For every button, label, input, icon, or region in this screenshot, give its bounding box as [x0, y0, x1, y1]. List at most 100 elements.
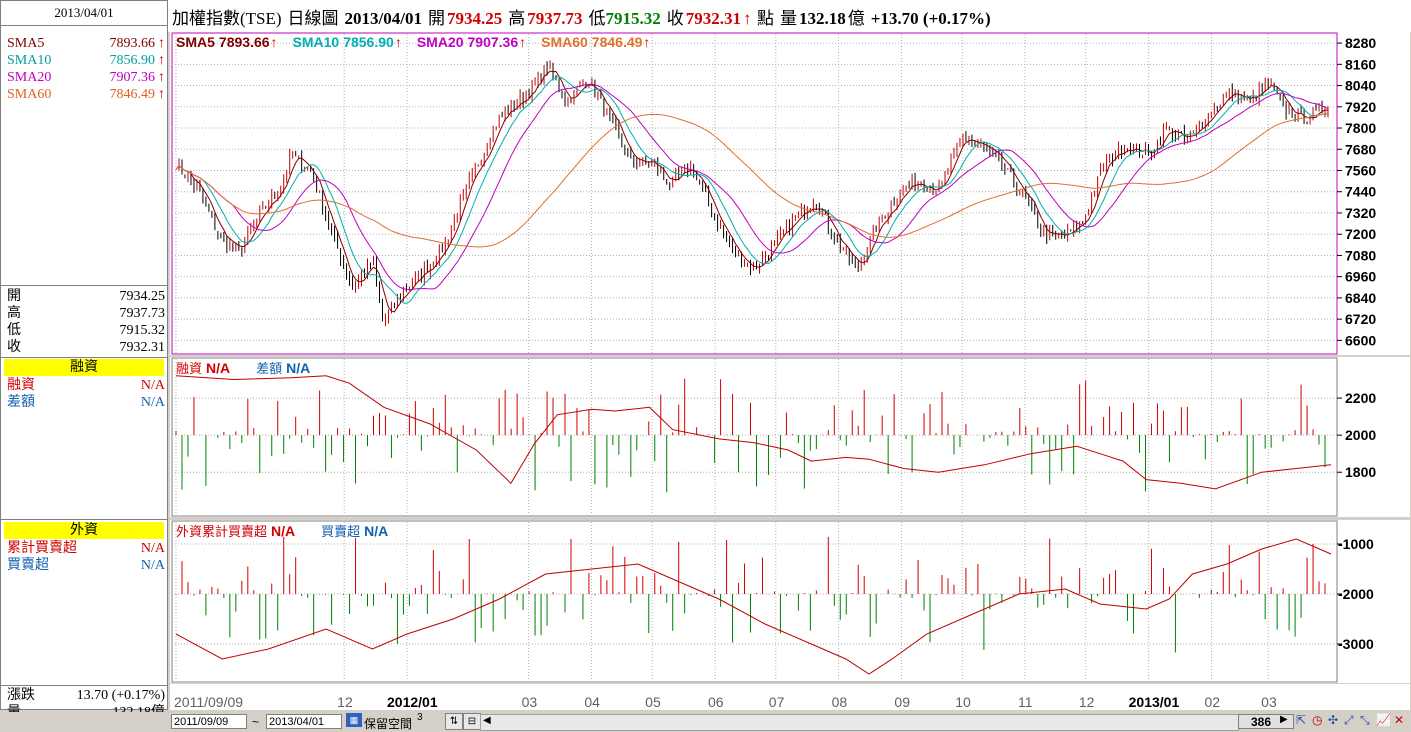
header-close-label: 收 [667, 9, 684, 28]
y-tick-label: 7200 [1345, 226, 1376, 242]
info-row-value: N/A [140, 541, 165, 556]
info-row-label: SMA60 [7, 87, 52, 102]
y-tick-label: 8160 [1345, 56, 1376, 72]
to-date-select[interactable]: 2013/04/01 [266, 714, 342, 729]
legend-value: N/A [364, 523, 388, 539]
cumulative-line [175, 538, 1332, 675]
info-row: ↑ SMA60 7846.49 [7, 86, 165, 103]
clock-icon[interactable]: ◷ [1312, 713, 1323, 727]
cumulative-line [175, 375, 1332, 490]
x-tick-label: 12 [337, 694, 353, 710]
scroll-right-icon[interactable]: ▶ [1280, 714, 1288, 725]
info-row-label: 差額 [7, 395, 35, 410]
info-row-value: 7907.36 [109, 70, 156, 85]
legend-label: 買賣超 [321, 524, 360, 539]
y-tick-label: 6600 [1345, 332, 1376, 348]
chart-area[interactable]: 加權指數(TSE) 日線圖 2013/04/01 開 7934.25 高 7937.73 低 7… [0, 0, 1411, 712]
y-tick-label: 6840 [1345, 290, 1376, 306]
indicator-icon[interactable]: 📈 [1376, 713, 1391, 727]
legend-sma-value: 7907.36 [468, 34, 519, 50]
legend-sma-label: SMA20 [417, 34, 464, 50]
legend-sma-value: 7893.66 [219, 34, 270, 50]
info-row-value: N/A [140, 395, 165, 410]
bar-count-field[interactable]: 386 [1238, 714, 1294, 729]
y-tick-label: 7560 [1345, 162, 1376, 178]
legend-sma-label: SMA10 [293, 34, 340, 50]
header-volume-unit: 億 [848, 9, 865, 28]
zoom-out-icon[interactable]: ⊟ [463, 713, 481, 730]
from-date-select[interactable]: 2011/09/09 [171, 714, 247, 729]
legend-value: N/A [206, 360, 230, 376]
x-tick-label: 2013/01 [1129, 694, 1180, 710]
header-high-label: 高 [508, 9, 525, 28]
header-open-label: 開 [428, 9, 445, 28]
sma-line-sma60 [175, 112, 1329, 248]
info-row-value: 7934.25 [119, 289, 166, 304]
scroll-left-icon[interactable]: ◀ [483, 715, 491, 726]
bottom-toolbar: 2011/09/09 ~ 2013/04/01 ▦ 保留空間 3 ⇅ ⊟ ◀ 3… [0, 712, 1411, 732]
scrollbar[interactable]: ◀ [480, 714, 1239, 731]
bar-series [175, 536, 1326, 653]
legend-value: N/A [271, 523, 295, 539]
header-open: 7934.25 [447, 9, 502, 28]
change-label: 漲跌 [7, 688, 35, 703]
header-high: 7937.73 [527, 9, 582, 28]
x-tick-label: 2011/09/09 [174, 694, 243, 710]
zoom-in-icon[interactable]: ⇱ [1296, 713, 1307, 727]
info-row: 融資 N/A [7, 377, 165, 394]
up-arrow-icon: ↑ [271, 34, 278, 50]
x-tick-label: 07 [769, 694, 785, 710]
up-arrow-icon: ↑ [643, 34, 650, 50]
info-row-value: 7893.66 [109, 36, 156, 51]
header-change: +13.70 (+0.17%) [871, 9, 991, 28]
legend-label: 差額 [256, 361, 282, 376]
info-row-value: 7846.49 [109, 87, 156, 102]
header-symbol: 加權指數(TSE) [172, 9, 282, 28]
up-arrow-icon: ↑ [158, 70, 165, 85]
info-row: 開 7934.25 [7, 288, 165, 305]
y-tick-label: 2000 [1345, 427, 1376, 443]
info-row: 低 7915.32 [7, 322, 165, 339]
y-tick-label: 6960 [1345, 269, 1376, 285]
info-row-label: 低 [7, 323, 21, 338]
info-row: 高 7937.73 [7, 305, 165, 322]
fit-icon[interactable]: ⤡ [1360, 713, 1370, 727]
x-tick-label: 06 [708, 694, 724, 710]
reserve-label: 保留空間 [364, 717, 413, 731]
y-tick-label: 7680 [1345, 141, 1376, 157]
spin-icon[interactable]: ⇅ [445, 713, 463, 730]
header-date: 2013/04/01 [345, 9, 422, 28]
y-tick-label: -1000 [1338, 536, 1374, 552]
foreign-title: 外資 [4, 522, 164, 539]
legend-sma-value: 7846.49 [592, 34, 643, 50]
info-row-label: 融資 [7, 378, 35, 393]
sma-line-sma10 [175, 76, 1329, 305]
info-row-label: 收 [7, 340, 21, 355]
x-tick-label: 2012/01 [387, 694, 438, 710]
up-arrow-icon: ↑ [158, 53, 165, 68]
info-row-value: N/A [140, 378, 165, 393]
info-row-label: 開 [7, 289, 21, 304]
info-row-label: SMA20 [7, 70, 52, 85]
margin-title: 融資 [4, 359, 164, 376]
info-row-value: 7915.32 [119, 323, 166, 338]
expand-icon[interactable]: ⤢ [1344, 713, 1354, 727]
header-volume-label: 量 [780, 9, 797, 28]
y-tick-label: 7080 [1345, 247, 1376, 263]
x-tick-label: 09 [894, 694, 910, 710]
crosshair-icon[interactable]: ✣ [1328, 713, 1339, 727]
x-tick-label: 03 [522, 694, 538, 710]
legend-sma-label: SMA5 [176, 34, 215, 50]
close-icon[interactable]: ✕ [1394, 713, 1405, 727]
calendar-icon[interactable]: ▦ [346, 713, 362, 727]
y-tick-label: -3000 [1338, 636, 1374, 652]
header-low: 7915.32 [606, 9, 661, 28]
y-tick-label: 8280 [1345, 35, 1376, 51]
up-arrow-icon: ↑ [395, 34, 402, 50]
legend-label: 外資累計買賣超 [176, 524, 267, 539]
sma-line-sma20 [175, 83, 1329, 291]
info-date: 2013/04/01 [1, 1, 167, 26]
x-tick-label: 12 [1079, 694, 1095, 710]
legend-sma-value: 7856.90 [343, 34, 394, 50]
legend-label: 融資 [176, 361, 202, 376]
